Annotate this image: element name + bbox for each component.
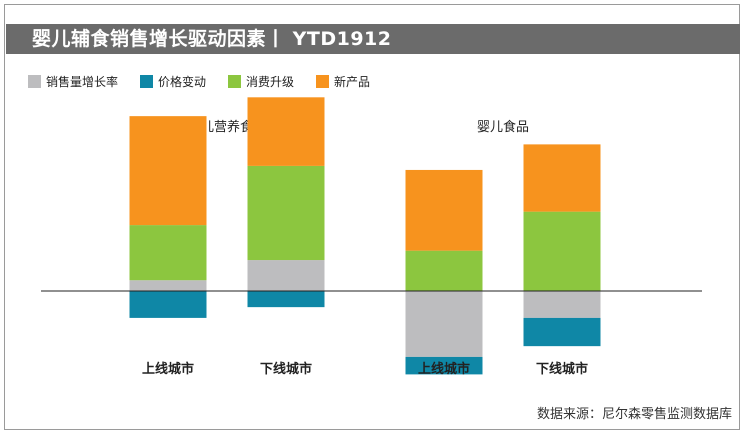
group-label-1: 婴儿营养食品 [188,119,266,135]
bar-segment-price-change-4 [523,317,601,347]
bar-segment-sales-volume-growth-4 [523,291,601,318]
legend-item-new-products: 新产品 [316,73,370,90]
bar-segment-sales-volume-growth-3 [405,291,483,357]
bar-segment-consumption-upgrade-1 [129,225,207,281]
legend-label-price-change: 价格变动 [158,74,207,89]
bar-segment-price-change-2 [247,291,325,308]
bar-segment-consumption-upgrade-3 [405,250,483,291]
legend-swatch-consumption-upgrade [228,74,242,88]
legend-label-sales-volume: 销售量增长率 [46,74,119,89]
category-label-1: 上线城市 [142,361,194,377]
chart-title: 婴儿辅食销售增长驱动因素丨 YTD1912 [6,24,740,54]
bar-segment-sales-volume-growth-2 [247,260,325,291]
source-note: 数据来源：尼尔森零售监测数据库 [536,407,732,422]
bar-segment-sales-volume-growth-1 [129,280,207,291]
legend-swatch-new-products [316,74,330,88]
category-label-4: 下线城市 [536,361,588,377]
legend-item-consumption-upgrade: 消费升级 [228,73,294,90]
bar-segment-price-change-3 [405,356,483,375]
category-label-2: 下线城市 [260,361,312,377]
bar-segment-new-products-1 [129,116,207,226]
legend-swatch-price-change [140,74,154,88]
legend-label-consumption-upgrade: 消费升级 [246,74,295,89]
legend-item-sales-volume: 销售量增长率 [28,73,118,90]
bar-segment-new-products-4 [523,144,601,212]
legend: 销售量增长率 价格变动 消费升级 新产品 [28,72,370,90]
category-label-3: 上线城市 [418,361,470,377]
chart-frame [4,4,740,430]
bar-segment-price-change-1 [129,291,207,318]
bar-segment-new-products-2 [247,97,325,166]
legend-swatch-sales-volume [28,74,41,88]
bar-segment-consumption-upgrade-2 [247,165,325,261]
bar-segment-consumption-upgrade-4 [523,211,601,291]
group-label-2: 婴儿食品 [477,119,529,135]
bar-segment-new-products-3 [405,169,483,251]
legend-label-new-products: 新产品 [334,74,371,89]
legend-item-price-change: 价格变动 [140,73,206,90]
